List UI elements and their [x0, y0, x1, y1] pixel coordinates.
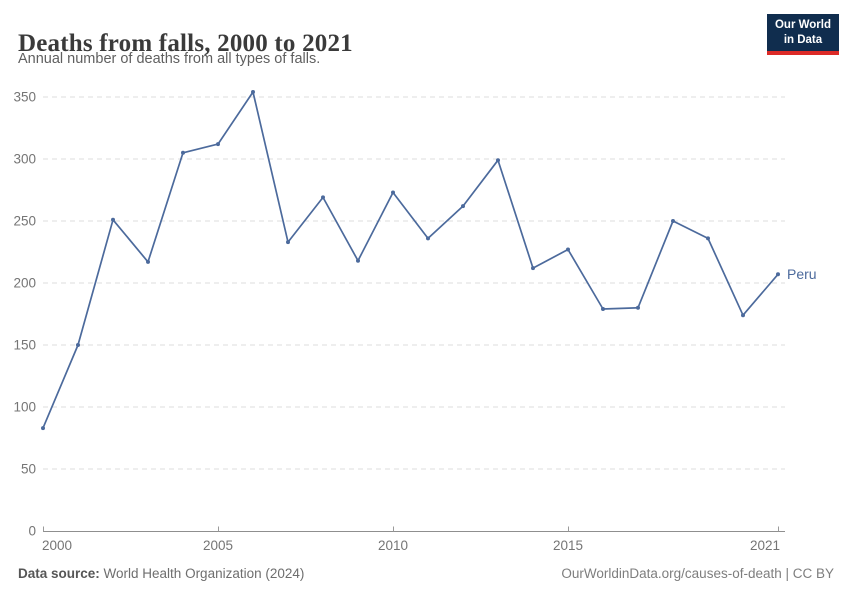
data-point[interactable]	[251, 90, 255, 94]
owid-logo-line2: in Data	[783, 33, 823, 46]
y-axis-tick-label: 200	[13, 276, 36, 291]
data-point[interactable]	[566, 247, 570, 252]
data-point[interactable]	[146, 259, 150, 264]
x-axis-tick-label: 2010	[378, 538, 408, 553]
y-axis-tick-label: 50	[21, 462, 36, 477]
y-axis-tick-label: 300	[13, 152, 36, 167]
y-axis-tick-label: 250	[13, 214, 36, 229]
data-line-peru	[42, 91, 779, 429]
data-point[interactable]	[671, 219, 675, 223]
data-point[interactable]	[601, 307, 605, 311]
data-point[interactable]	[636, 305, 640, 310]
data-point[interactable]	[41, 426, 45, 431]
data-point[interactable]	[286, 240, 290, 245]
data-point[interactable]	[321, 195, 325, 200]
data-source-note: Data source: World Health Organization (…	[18, 566, 304, 581]
x-axis-tick-label: 2021	[750, 538, 780, 553]
x-axis-tick-label: 2000	[42, 538, 72, 553]
data-point[interactable]	[391, 190, 395, 195]
y-axis-tick-label: 0	[28, 524, 36, 539]
y-axis-tick-label: 350	[13, 90, 36, 105]
series-label-peru: Peru	[787, 266, 817, 282]
data-point[interactable]	[531, 266, 535, 271]
data-point[interactable]	[741, 313, 745, 318]
data-point[interactable]	[216, 142, 220, 147]
data-point[interactable]	[706, 236, 710, 241]
chart-footer: Data source: World Health Organization (…	[18, 566, 834, 581]
data-point[interactable]	[356, 258, 360, 263]
data-point[interactable]	[461, 204, 465, 209]
y-axis-tick-label: 150	[13, 338, 36, 353]
y-axis-tick-label: 100	[13, 400, 36, 415]
license-link[interactable]: OurWorldinData.org/causes-of-death | CC …	[561, 566, 834, 581]
x-axis-tick-label: 2005	[203, 538, 233, 553]
data-source-label: Data source:	[18, 566, 100, 581]
data-point[interactable]	[181, 150, 185, 155]
data-point[interactable]	[776, 272, 780, 277]
owid-logo[interactable]: Our World in Data	[766, 14, 839, 55]
chart-subtitle: Annual number of deaths from all types o…	[18, 51, 321, 67]
data-point[interactable]	[111, 217, 115, 222]
chart-title: Deaths from falls, 2000 to 2021	[18, 29, 353, 57]
x-axis-tick-label: 2015	[553, 538, 583, 553]
data-source-text: World Health Organization (2024)	[99, 566, 305, 581]
owid-logo-line1: Our World	[774, 19, 831, 31]
data-point[interactable]	[426, 236, 430, 241]
data-point[interactable]	[496, 158, 500, 163]
data-point[interactable]	[76, 343, 80, 347]
